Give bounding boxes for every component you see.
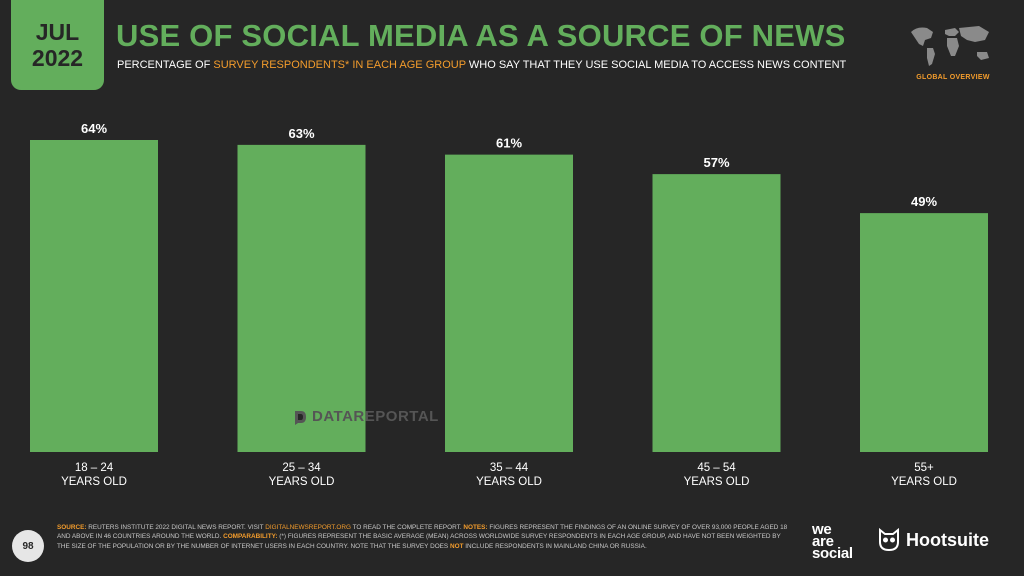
watermark-text: DATAREPORTAL (312, 408, 439, 425)
date-badge: JUL 2022 (11, 0, 104, 90)
category-label-3-line-2: YEARS OLD (476, 476, 542, 488)
comparability-label: COMPARABILITY: (223, 533, 278, 541)
footnote: SOURCE: REUTERS INSTITUTE 2022 DIGITAL N… (57, 523, 792, 551)
world-map-icon (911, 26, 989, 66)
subtitle-part1: PERCENTAGE OF (117, 59, 211, 71)
bar-value-label-3: 61% (496, 136, 522, 151)
subtitle-part2: WHO SAY THAT THEY USE SOCIAL MEDIA TO AC… (468, 59, 847, 71)
comparability-text: (*) FIGURES REPRESENT THE BASIC AVERAGE … (57, 533, 781, 550)
date-month: JUL (35, 19, 80, 45)
bar-5 (860, 213, 988, 452)
bar-value-label-1: 64% (81, 121, 107, 136)
we-are-social-logo: we are social (812, 521, 853, 562)
category-label-5-line-2: YEARS OLD (891, 476, 957, 488)
category-label-5-line-1: 55+ (914, 462, 934, 474)
owl-icon (879, 528, 899, 552)
hootsuite-text: Hootsuite (906, 529, 989, 550)
bar-2 (237, 144, 366, 452)
page-title: USE OF SOCIAL MEDIA AS A SOURCE OF NEWS (116, 18, 846, 53)
hootsuite-logo: Hootsuite (878, 528, 989, 552)
bar-value-label-5: 49% (911, 194, 937, 209)
category-label-4-line-2: YEARS OLD (684, 476, 750, 488)
comparability-text2: INCLUDE RESPONDENTS IN MAINLAND CHINA OR… (465, 542, 647, 550)
not-word: NOT (449, 542, 464, 550)
source-text: REUTERS INSTITUTE 2022 DIGITAL NEWS REPO… (88, 524, 264, 531)
brand1-line3: social (812, 545, 853, 562)
category-label-1-line-1: 18 – 24 (75, 462, 114, 474)
notes-label: NOTES: (463, 524, 488, 531)
category-label-2-line-2: YEARS OLD (269, 476, 335, 488)
category-label-2-line-1: 25 – 34 (282, 462, 321, 474)
page-number: 98 (12, 530, 44, 562)
bar-value-label-4: 57% (703, 155, 729, 170)
datareportal-logo-icon (295, 410, 306, 425)
bar-4 (652, 174, 781, 452)
source-link[interactable]: DIGITALNEWSREPORT.ORG (265, 524, 351, 531)
category-label-1-line-2: YEARS OLD (61, 476, 127, 488)
global-overview-label: GLOBAL OVERVIEW (916, 74, 990, 81)
notes-text: FIGURES REPRESENT THE FINDINGS OF AN ONL… (57, 524, 788, 541)
brand1-line2: are (812, 533, 834, 550)
bar-value-label-2: 63% (288, 126, 314, 141)
category-label-3-line-1: 35 – 44 (490, 462, 529, 474)
subtitle-highlight: SURVEY RESPONDENTS* IN EACH AGE GROUP (213, 59, 466, 71)
bar-3 (445, 154, 573, 452)
page-subtitle: PERCENTAGE OF SURVEY RESPONDENTS* IN EAC… (117, 59, 846, 71)
brand1-line1: we (812, 521, 832, 538)
source-text2: TO READ THE COMPLETE REPORT. (352, 524, 462, 531)
datareportal-watermark: DATAREPORTAL (292, 408, 439, 425)
date-year: 2022 (31, 45, 84, 71)
source-label: SOURCE: (57, 524, 87, 531)
category-label-4-line-1: 45 – 54 (697, 462, 736, 474)
bar-1 (30, 140, 158, 452)
